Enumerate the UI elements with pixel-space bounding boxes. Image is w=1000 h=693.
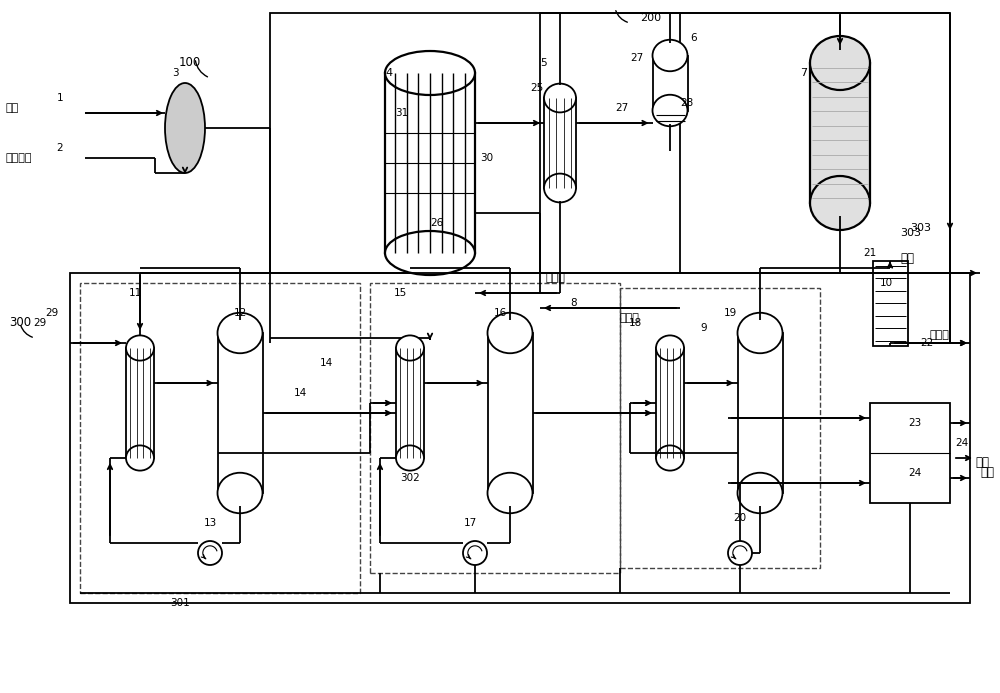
Text: 303: 303 [910,223,931,233]
Ellipse shape [810,36,870,90]
Text: 301: 301 [170,598,190,608]
Ellipse shape [652,95,688,126]
Text: 氯气: 氯气 [5,103,18,113]
Text: 17: 17 [463,518,477,528]
Text: 300: 300 [9,317,31,329]
Text: 26: 26 [430,218,443,228]
Text: 18: 18 [628,318,642,328]
Ellipse shape [396,446,424,471]
Text: 24: 24 [955,438,968,448]
Text: 21: 21 [863,248,877,258]
Ellipse shape [126,335,154,360]
Text: 27: 27 [630,53,643,63]
Text: 真空泵: 真空泵 [930,330,950,340]
Circle shape [463,541,487,565]
Text: 29: 29 [33,318,47,328]
Text: 15: 15 [393,288,407,298]
Ellipse shape [544,84,576,112]
Text: 28: 28 [680,98,693,108]
Ellipse shape [165,83,205,173]
Bar [738,333,782,493]
Bar [540,13,680,343]
Text: 9: 9 [700,323,707,333]
Bar [370,283,620,573]
Text: 干盐: 干盐 [980,466,994,480]
Text: 100: 100 [179,57,201,69]
Ellipse shape [656,335,684,360]
Text: 13: 13 [203,518,217,528]
Text: 2: 2 [57,143,63,153]
Text: 23: 23 [908,418,922,428]
Text: 7: 7 [800,68,807,78]
Ellipse shape [488,473,532,514]
Text: 31: 31 [395,108,408,118]
Bar [385,73,475,253]
Text: 6: 6 [690,33,697,43]
Circle shape [728,541,752,565]
Ellipse shape [544,174,576,202]
Text: 29: 29 [45,308,58,318]
Text: 302: 302 [400,473,420,483]
Text: 干盐: 干盐 [975,457,989,469]
Ellipse shape [738,313,782,353]
Bar [810,63,870,203]
Bar [488,333,532,493]
Text: 25: 25 [530,83,543,93]
Text: 8: 8 [570,298,577,308]
Bar [270,13,950,343]
Ellipse shape [738,473,782,514]
Ellipse shape [385,231,475,275]
Text: 4: 4 [385,68,392,78]
Text: 27: 27 [615,103,628,113]
Bar [872,261,908,346]
Bar [620,288,820,568]
Text: 10: 10 [880,278,893,288]
Text: 锅炉水: 锅炉水 [620,313,640,323]
Text: 3: 3 [172,68,178,78]
Ellipse shape [218,313,262,353]
Text: 303: 303 [900,228,921,238]
Text: 200: 200 [640,13,661,23]
Text: 14: 14 [320,358,333,368]
Text: 冷却剂: 冷却剂 [545,273,565,283]
Ellipse shape [652,40,688,71]
Text: 5: 5 [540,58,547,68]
Text: 11: 11 [128,288,142,298]
Text: 22: 22 [920,338,933,348]
Bar [652,55,688,110]
Bar [870,403,950,503]
Ellipse shape [218,473,262,514]
Bar [218,333,262,493]
Text: 16: 16 [493,308,507,318]
Text: 光气: 光气 [900,252,914,265]
Text: 19: 19 [723,308,737,318]
Bar [656,348,684,458]
Circle shape [198,541,222,565]
Ellipse shape [656,446,684,471]
Text: 一氧化碳: 一氧化碳 [5,153,32,163]
Ellipse shape [488,313,532,353]
Bar [544,98,576,188]
Text: 30: 30 [480,153,493,163]
Text: 24: 24 [908,468,922,478]
Ellipse shape [385,51,475,95]
Ellipse shape [396,335,424,360]
Bar [70,273,970,603]
Bar [396,348,424,458]
Bar [126,348,154,458]
Text: 20: 20 [733,513,747,523]
Ellipse shape [810,176,870,230]
Text: 12: 12 [233,308,247,318]
Text: 14: 14 [293,388,307,398]
Ellipse shape [126,446,154,471]
Bar [80,283,360,593]
Text: 1: 1 [57,93,63,103]
